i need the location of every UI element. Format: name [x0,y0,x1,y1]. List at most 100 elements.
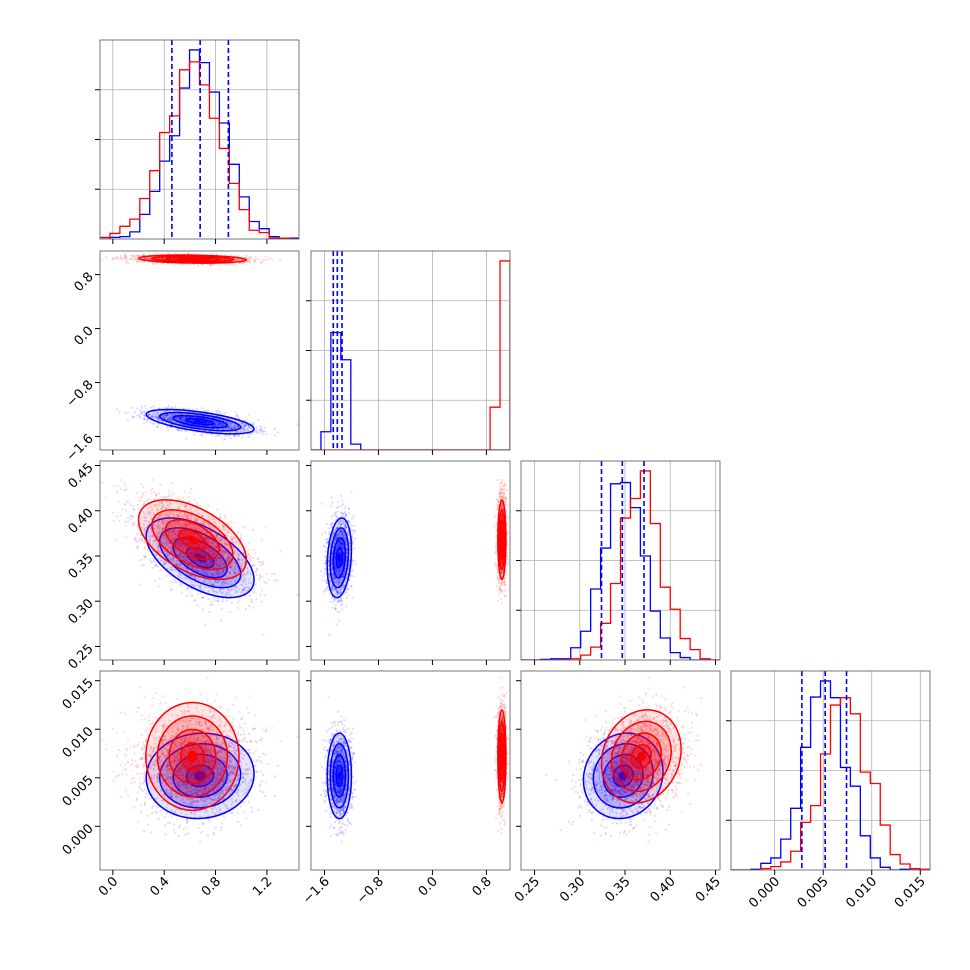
sample-point [184,577,187,580]
sample-point [244,607,247,611]
sample-point [180,417,183,421]
sample-point [133,258,136,261]
sample-point [151,253,154,256]
sample-point [247,424,251,427]
sample-point [256,258,259,261]
sample-point [166,414,169,417]
sample-point [125,261,128,264]
sample-point [258,428,262,432]
sample-point [140,412,143,415]
sample-point [231,427,234,431]
sample-point [189,491,192,495]
panel-frame [99,250,300,451]
sample-point [167,417,170,420]
sample-point [169,426,172,429]
sample-point [132,504,135,508]
sample-point [222,419,225,422]
sample-point [168,417,171,420]
sample-point [140,404,143,408]
sample-point [199,433,202,437]
sample-point [137,254,140,257]
sample-point [260,600,263,603]
sample-point [230,427,233,430]
sample-point [150,561,153,564]
sample-point [219,259,223,262]
sample-point [229,422,232,425]
sample-point [184,429,187,433]
sample-point [115,491,119,494]
sample-point [247,257,250,261]
sample-point [141,254,144,257]
sample-point [261,260,264,263]
sample-point [169,417,172,420]
sample-point [234,264,237,267]
sample-point [180,591,183,594]
sample-point [242,261,245,265]
sample-point [164,416,167,419]
sample-point [233,259,237,262]
sample-point [248,260,251,263]
sample-point [227,426,230,429]
y-tick-label: −0.8 [64,378,97,411]
sample-point [179,417,182,420]
sample-point [158,257,161,260]
sample-point [220,436,223,439]
sample-point [219,515,222,519]
sample-point [158,577,161,580]
sample-point [236,606,240,609]
sample-point [146,419,149,422]
sample-point [156,565,160,569]
sample-point [174,252,177,255]
sample-point [193,543,196,546]
sample-point [182,496,185,499]
sample-point [144,491,147,494]
sample-point [132,254,135,258]
sample-point [177,428,180,432]
sample-point [126,517,129,520]
sample-point [184,420,188,424]
sample-point [244,424,247,428]
sample-point [227,424,230,427]
sample-point [228,422,231,425]
sample-point [177,416,181,420]
sample-point [184,419,187,422]
sample-point [127,261,130,265]
sample-point [206,409,210,412]
sample-point [174,405,177,408]
sample-point [234,521,237,524]
sample-point [114,257,117,260]
sample-point [178,417,182,421]
sample-point [185,588,188,591]
sample-point [124,255,128,258]
sample-point [229,573,232,576]
sample-point [216,422,219,425]
sample-point [138,539,141,542]
sample-point [241,435,244,439]
sample-point [143,256,146,260]
sample-point [237,258,240,261]
sample-point [164,414,167,417]
sample-point [216,424,219,427]
sample-point [208,610,211,614]
sample-point [192,599,196,602]
sample-point [123,254,126,257]
sample-point [240,423,243,426]
sample-point [156,416,160,419]
sample-point [155,416,158,419]
sample-point [148,415,152,418]
sample-point [214,423,217,426]
sample-point [208,263,211,267]
sample-point [187,407,190,410]
sample-point [215,434,218,437]
sample-point [151,414,154,417]
sample-point [217,422,220,425]
sample-point [262,430,265,433]
sample-point [145,407,148,411]
sample-point [253,261,256,264]
sample-point [168,565,171,568]
sample-point [163,414,166,417]
sample-point [162,528,166,531]
sample-point [157,585,160,588]
sample-point [217,422,221,425]
sample-point [180,415,183,419]
